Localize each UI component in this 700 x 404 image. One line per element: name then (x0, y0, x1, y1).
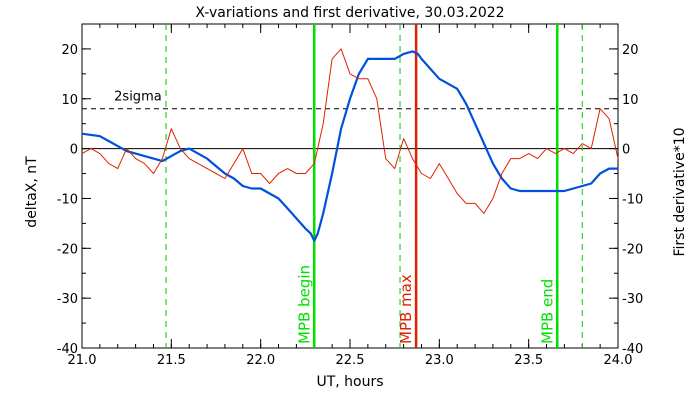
y-tick-label-left: 0 (70, 143, 78, 158)
x-tick-label: 23.5 (514, 353, 543, 368)
y-tick-label-right: 0 (622, 143, 630, 158)
sigma-label: 2sigma (114, 90, 162, 105)
y-tick-label-right: 10 (622, 93, 639, 108)
y-tick-label-left: -20 (57, 242, 78, 257)
y-tick-label-right: -20 (622, 242, 643, 257)
y-tick-label-right: -10 (622, 192, 643, 207)
marker-label: MPB begin (295, 265, 313, 344)
y-tick-label-right: -30 (622, 292, 643, 307)
x-tick-label: 23.0 (425, 353, 454, 368)
y-tick-label-left: 10 (61, 93, 78, 108)
y-tick-label-left: -40 (57, 342, 78, 357)
x-tick-label: 21.0 (68, 353, 97, 368)
x-tick-label: 22.5 (336, 353, 365, 368)
marker-label: MPB max (397, 274, 415, 344)
y-tick-label-left: -10 (57, 192, 78, 207)
y-tick-label-right: 20 (622, 43, 639, 58)
plot-layer: 2sigma 21.0 21.5 22.0 22.5 23.0 23.5 24.0 20 20 10… (57, 23, 643, 368)
x-tick-label: 21.5 (157, 353, 186, 368)
y-tick-label-left: -30 (57, 292, 78, 307)
y-axis-title-right: First derivative*10 (672, 127, 688, 256)
x-tick-label: 22.0 (246, 353, 275, 368)
marker-label: MPB end (538, 279, 556, 344)
y-axis-title-left: deltaX, nT (24, 156, 40, 228)
chart-title: X-variations and first derivative, 30.03… (195, 5, 504, 21)
x-axis-title: UT, hours (316, 374, 383, 390)
x-tick-label: 24.0 (604, 353, 633, 368)
series-line-0 (81, 50, 618, 242)
series-line-1 (81, 48, 619, 214)
y-tick-label-right: -40 (622, 342, 643, 357)
y-tick-label-left: 20 (61, 43, 78, 58)
